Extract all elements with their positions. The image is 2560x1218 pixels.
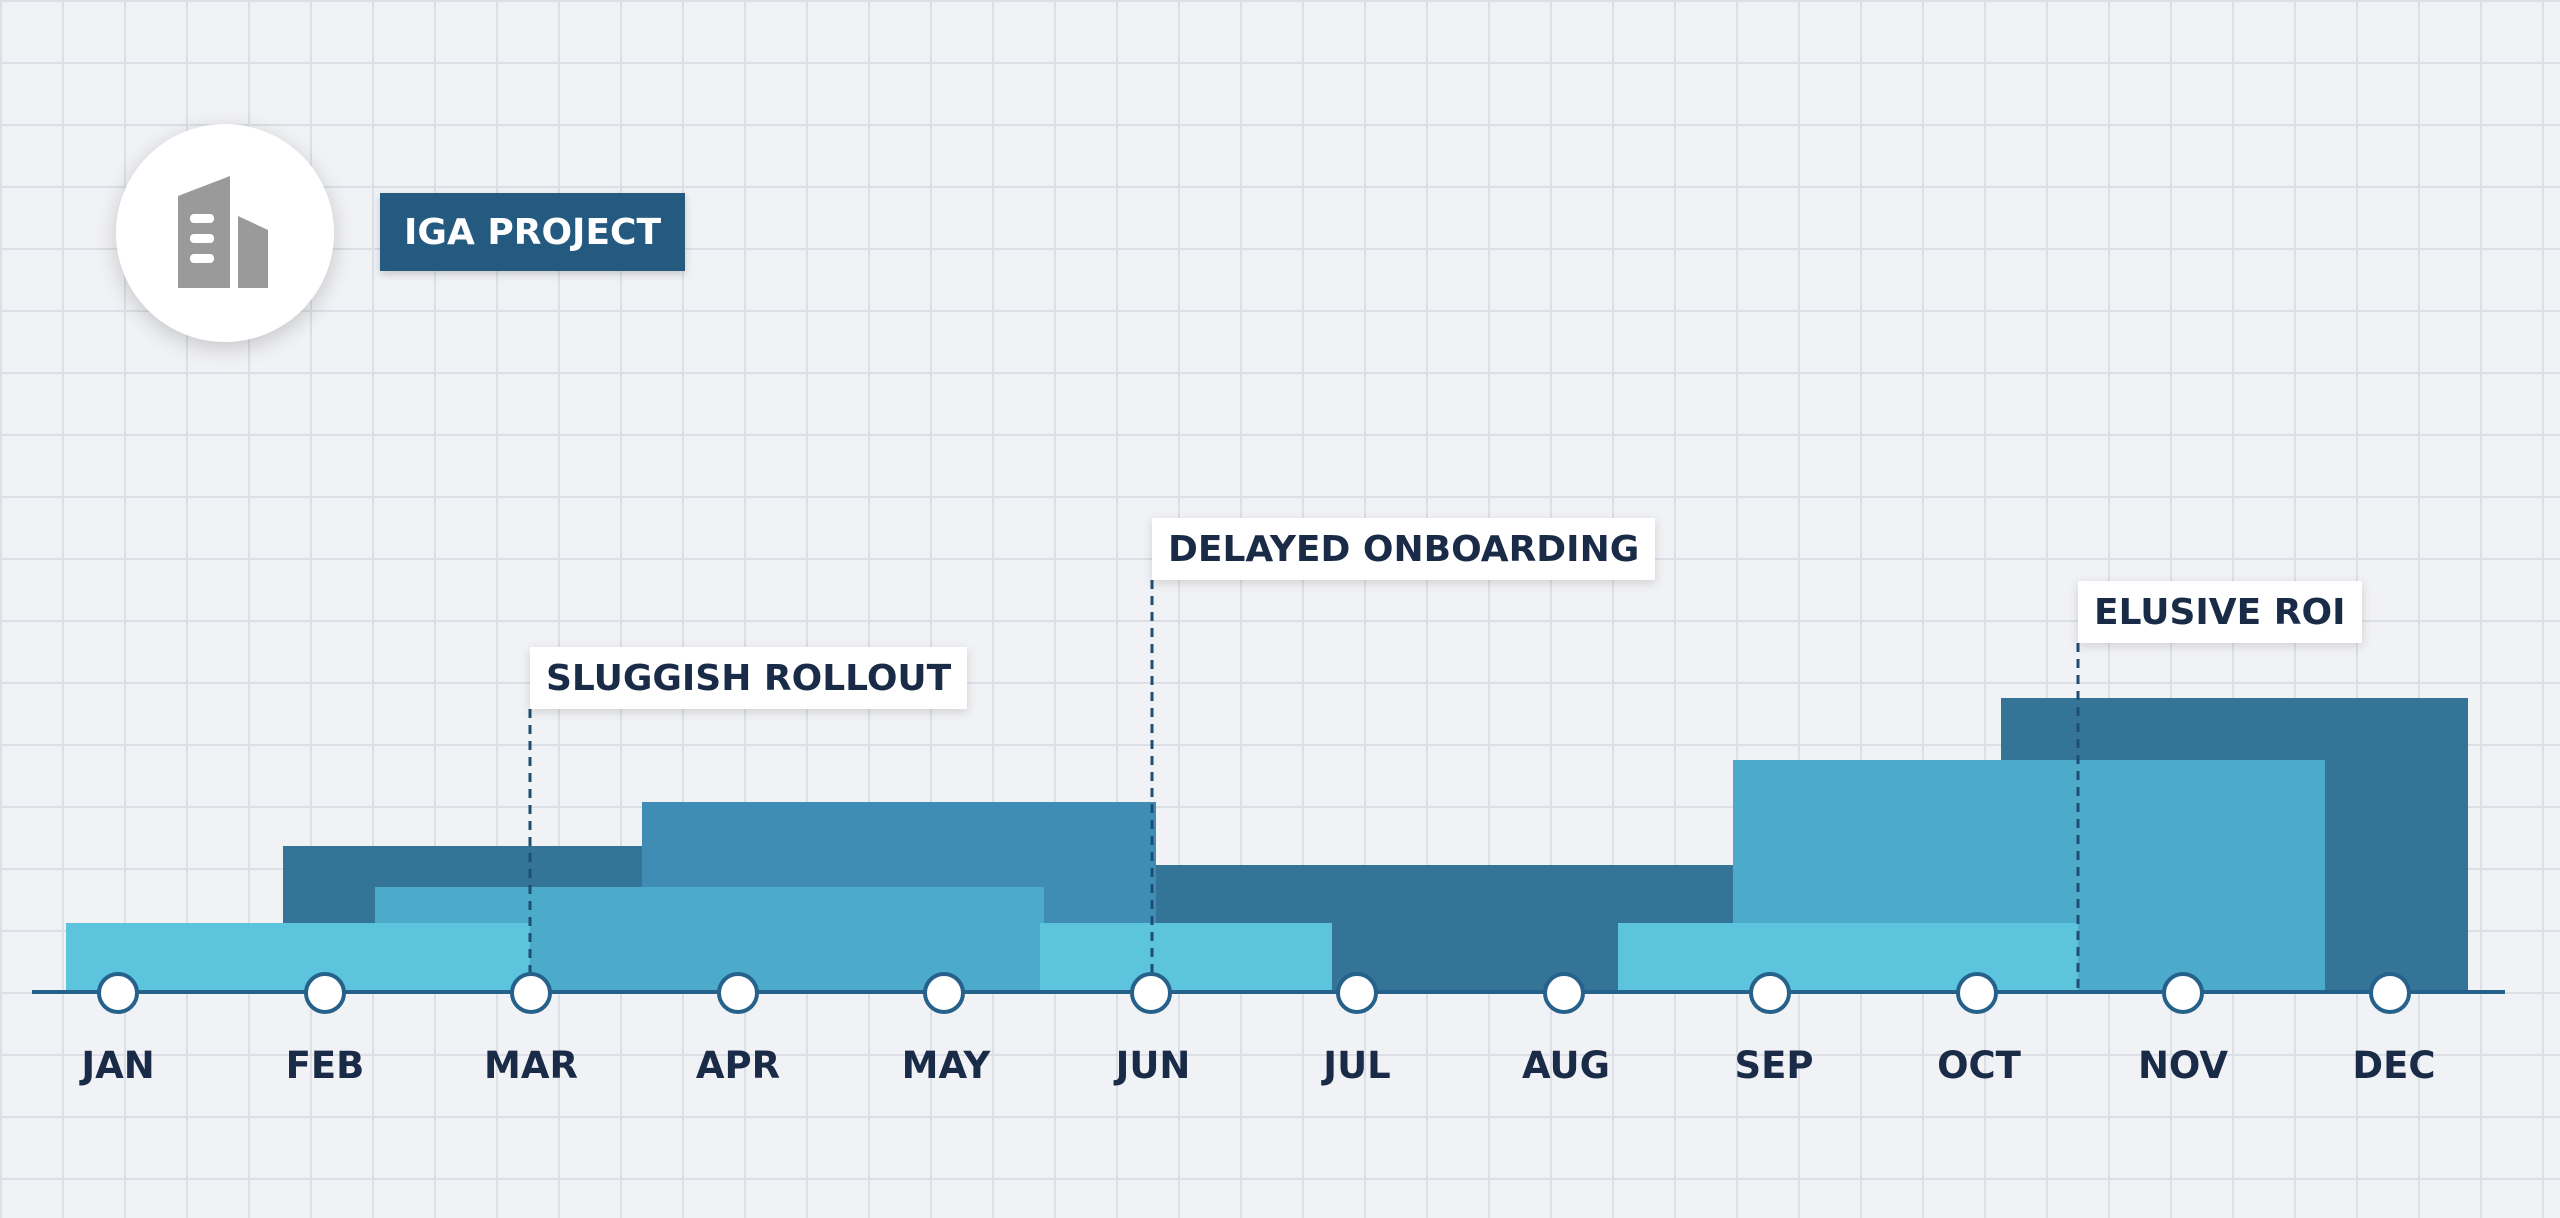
month-label-apr: APR [695, 1044, 781, 1087]
month-label-nov: NOV [2137, 1044, 2229, 1087]
callout-elusive-roi: ELUSIVE ROI [2078, 581, 2362, 643]
building-icon [178, 176, 268, 288]
month-label-dec: DEC [2352, 1044, 2436, 1087]
month-nodes [97, 972, 2411, 1014]
node-jun [1130, 972, 1172, 1014]
month-label-sep: SEP [1734, 1044, 1814, 1087]
block-light-sep-oct [1618, 923, 2078, 992]
node-sep [1749, 972, 1791, 1014]
month-label-jun: JUN [1115, 1044, 1191, 1087]
node-may [923, 972, 965, 1014]
month-label-jul: JUL [1323, 1044, 1391, 1087]
month-label-feb: FEB [285, 1044, 365, 1087]
node-apr [717, 972, 759, 1014]
node-feb [304, 972, 346, 1014]
block-light-jan-mar [66, 923, 530, 992]
month-label-jan: JAN [81, 1044, 155, 1087]
month-label-mar: MAR [484, 1044, 578, 1087]
node-jul [1336, 972, 1378, 1014]
callout-delayed-onboarding: DELAYED ONBOARDING [1152, 518, 1656, 580]
node-mar [510, 972, 552, 1014]
node-nov [2162, 972, 2204, 1014]
node-jan [97, 972, 139, 1014]
block-light-jun-jul [1040, 923, 1332, 992]
node-dec [2369, 972, 2411, 1014]
month-label-may: MAY [901, 1044, 991, 1087]
node-aug [1543, 972, 1585, 1014]
node-oct [1956, 972, 1998, 1014]
month-label-aug: AUG [1522, 1044, 1610, 1087]
month-label-oct: OCT [1937, 1044, 2021, 1087]
callout-sluggish-rollout: SLUGGISH ROLLOUT [530, 647, 968, 709]
company-logo [116, 124, 334, 342]
project-title: IGA PROJECT [380, 193, 686, 271]
